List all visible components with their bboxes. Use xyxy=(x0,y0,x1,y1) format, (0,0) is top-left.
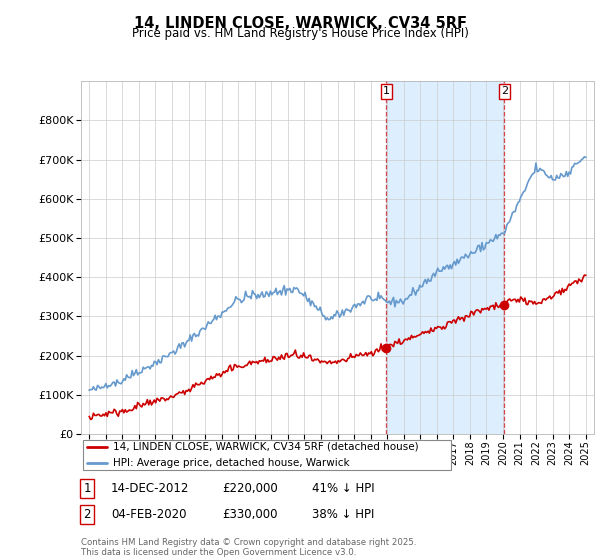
Text: Contains HM Land Registry data © Crown copyright and database right 2025.
This d: Contains HM Land Registry data © Crown c… xyxy=(81,538,416,557)
Text: 38% ↓ HPI: 38% ↓ HPI xyxy=(312,507,374,521)
Text: 14-DEC-2012: 14-DEC-2012 xyxy=(111,482,190,495)
Text: 2: 2 xyxy=(501,86,508,96)
Text: 14, LINDEN CLOSE, WARWICK, CV34 5RF: 14, LINDEN CLOSE, WARWICK, CV34 5RF xyxy=(133,16,467,31)
Text: 14, LINDEN CLOSE, WARWICK, CV34 5RF (detached house): 14, LINDEN CLOSE, WARWICK, CV34 5RF (det… xyxy=(113,442,418,452)
Text: 04-FEB-2020: 04-FEB-2020 xyxy=(111,507,187,521)
Bar xyxy=(386,81,505,434)
Text: £330,000: £330,000 xyxy=(222,507,277,521)
Text: 1: 1 xyxy=(83,482,91,495)
Text: HPI: Average price, detached house, Warwick: HPI: Average price, detached house, Warw… xyxy=(113,458,349,468)
Text: 41% ↓ HPI: 41% ↓ HPI xyxy=(312,482,374,495)
Text: Price paid vs. HM Land Registry's House Price Index (HPI): Price paid vs. HM Land Registry's House … xyxy=(131,27,469,40)
FancyBboxPatch shape xyxy=(83,440,451,470)
Text: 2: 2 xyxy=(83,507,91,521)
Text: £220,000: £220,000 xyxy=(222,482,278,495)
Text: 1: 1 xyxy=(383,86,390,96)
